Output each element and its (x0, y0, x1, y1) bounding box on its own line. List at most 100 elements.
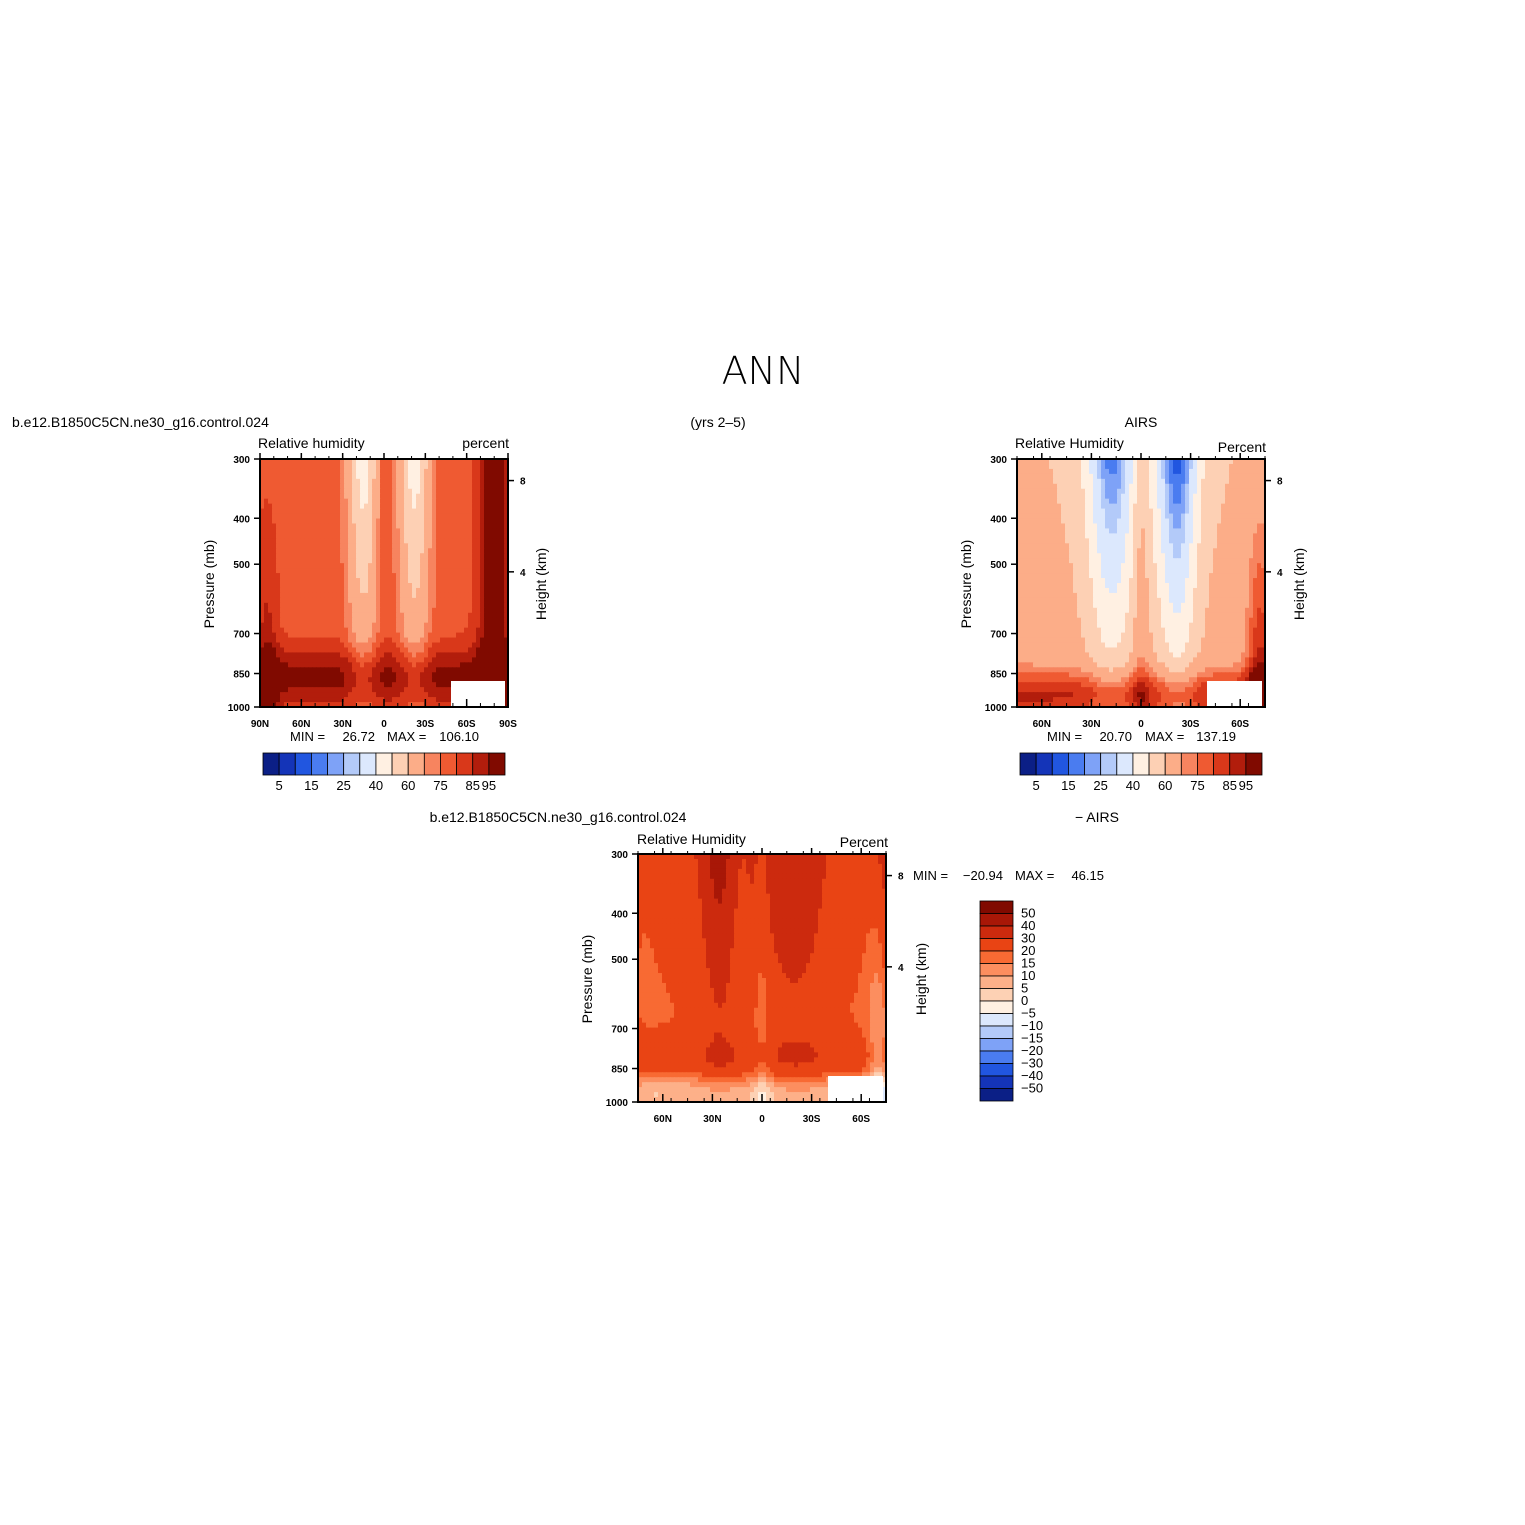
field-cell (1101, 553, 1106, 559)
field-cell (420, 493, 425, 500)
field-cell (1229, 563, 1234, 569)
field-cell (1093, 533, 1098, 539)
field-cell (288, 508, 293, 515)
field-cell (444, 667, 449, 673)
field-cell (1137, 568, 1142, 574)
field-cell (392, 513, 397, 520)
field-cell (392, 468, 397, 475)
field-cell (1081, 473, 1086, 480)
field-cell (1133, 488, 1138, 495)
field-cell (400, 568, 405, 574)
field-cell (424, 493, 429, 500)
field-cell (428, 642, 433, 649)
field-cell (436, 503, 441, 510)
field-cell (488, 657, 493, 663)
field-cell (1225, 548, 1230, 554)
field-cell (272, 528, 277, 534)
field-cell (288, 667, 293, 673)
field-cell (332, 692, 337, 698)
field-cell (1041, 459, 1046, 465)
field-cell (344, 672, 349, 678)
field-cell (440, 692, 445, 698)
field-cell (484, 463, 489, 470)
field-cell (1109, 459, 1114, 465)
field-cell (1181, 478, 1186, 485)
field-cell (1181, 543, 1186, 549)
field-cell (504, 508, 509, 515)
field-cell (472, 553, 477, 559)
field-cell (1193, 558, 1198, 564)
field-cell (420, 518, 425, 525)
field-cell (1061, 578, 1066, 584)
colorbar-box (262, 752, 280, 776)
field-cell (296, 578, 301, 584)
field-cell (432, 607, 437, 614)
field-cell (1193, 483, 1198, 490)
field-cell (440, 657, 445, 663)
field-cell (448, 592, 453, 599)
field-cell (420, 687, 425, 693)
field-cell (500, 592, 505, 599)
field-cell (1217, 493, 1222, 500)
field-cell (300, 677, 305, 683)
field-cell (336, 702, 341, 708)
field-cell (340, 657, 345, 663)
field-cell (448, 627, 453, 634)
field-cell (1221, 533, 1226, 539)
field-cell (1077, 503, 1082, 510)
field-cell (1229, 583, 1234, 589)
field-cell (456, 632, 461, 639)
field-cell (348, 622, 353, 629)
field-cell (432, 672, 437, 678)
field-cell (392, 607, 397, 614)
field-cell (1229, 483, 1234, 490)
field-cell (488, 583, 493, 589)
field-cell (484, 503, 489, 510)
field-cell (296, 498, 301, 505)
field-cell (392, 677, 397, 683)
field-cell (268, 523, 273, 530)
field-cell (324, 468, 329, 475)
field-cell (296, 523, 301, 530)
field-cell (344, 573, 349, 579)
field-cell (1065, 463, 1070, 470)
field-cell (1217, 553, 1222, 559)
field-cell (352, 513, 357, 520)
field-cell (324, 662, 329, 668)
field-cell (368, 473, 373, 480)
field-cell (1065, 498, 1070, 505)
field-cell (460, 459, 465, 465)
field-cell (384, 563, 389, 569)
field-cell (1041, 493, 1046, 500)
field-cell (1125, 543, 1130, 549)
field-cell (1093, 478, 1098, 485)
field-cell (1129, 548, 1134, 554)
field-cell (1137, 468, 1142, 475)
field-cell (452, 558, 457, 564)
field-cell (412, 553, 417, 559)
field-cell (260, 558, 265, 564)
field-cell (1205, 523, 1210, 530)
field-cell (472, 657, 477, 663)
field-cell (272, 602, 277, 609)
field-cell (1085, 523, 1090, 530)
field-cell (1209, 592, 1214, 599)
field-cell (456, 468, 461, 475)
field-cell (416, 682, 421, 688)
field-cell (1249, 493, 1254, 500)
field-cell (1073, 503, 1078, 510)
field-cell (348, 483, 353, 490)
field-cell (264, 677, 269, 683)
field-cell (1237, 478, 1242, 485)
field-cell (1113, 533, 1118, 539)
field-cell (1037, 583, 1042, 589)
field-cell (1085, 533, 1090, 539)
field-cell (284, 573, 289, 579)
field-cell (484, 553, 489, 559)
field-cell (1221, 523, 1226, 530)
field-cell (424, 478, 429, 485)
field-cell (1129, 523, 1134, 530)
field-cell (264, 573, 269, 579)
field-cell (308, 483, 313, 490)
field-cell (304, 488, 309, 495)
